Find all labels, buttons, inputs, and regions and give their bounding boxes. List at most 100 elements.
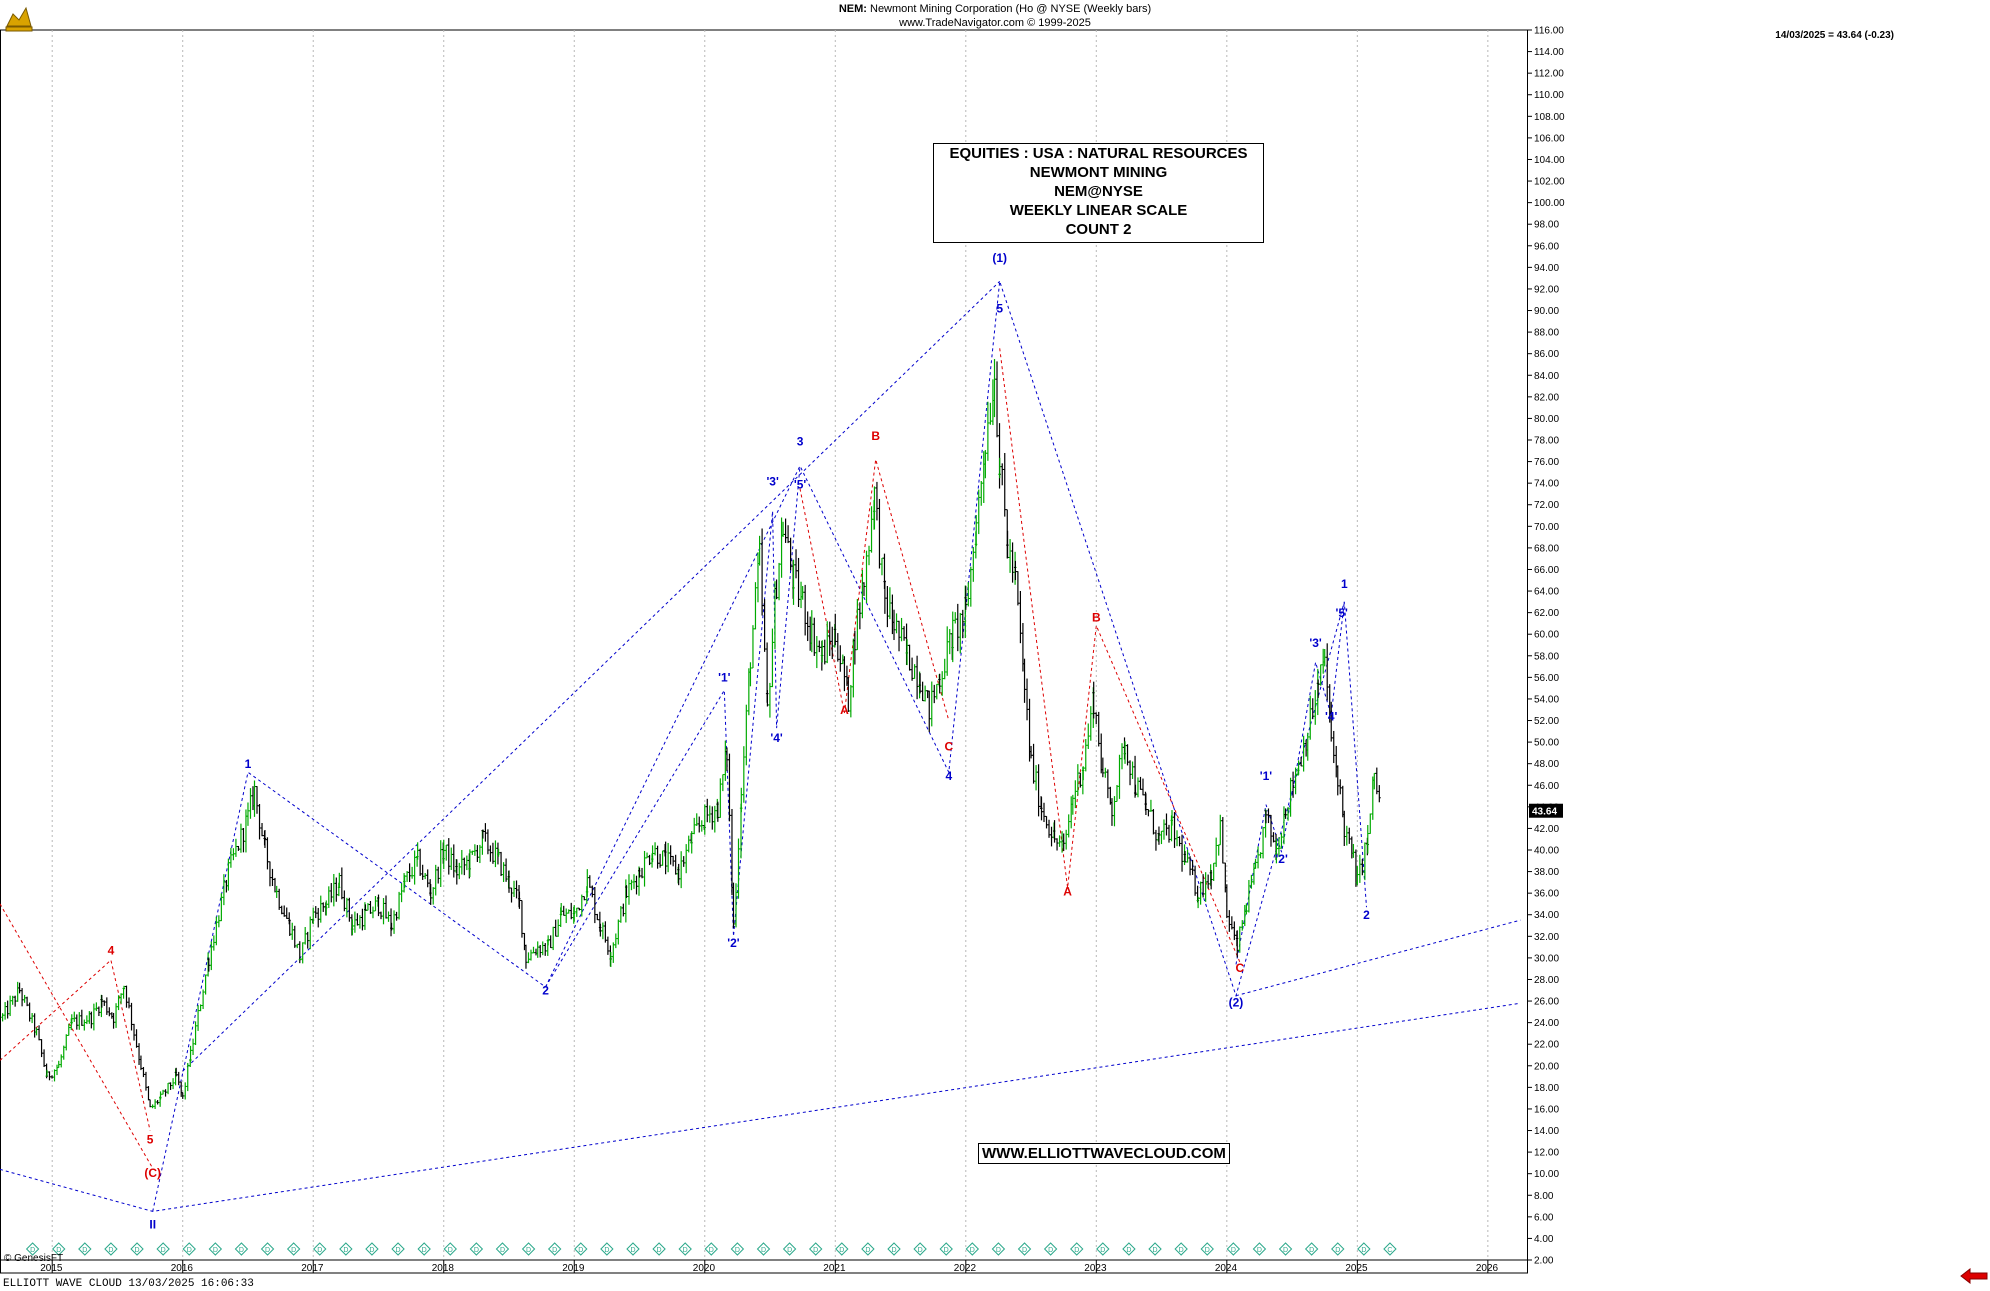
- cycle-marker-label: D: [291, 1247, 296, 1254]
- y-tick-label: 110.00: [1534, 90, 1564, 101]
- last-price-info: 14/03/2025 = 43.64 (-0.23): [1775, 30, 1894, 41]
- cycle-marker-label: D: [187, 1247, 192, 1254]
- x-tick-label: 2017: [301, 1263, 324, 1274]
- cycle-marker-label: D: [1022, 1247, 1027, 1254]
- cycle-marker: [391, 1242, 405, 1256]
- x-tick-label: 2019: [562, 1263, 585, 1274]
- scroll-arrow-icon[interactable]: [1960, 1268, 1988, 1284]
- wave-label: '5': [794, 478, 807, 492]
- y-tick-label: 86.00: [1534, 349, 1559, 360]
- y-tick-label: 48.00: [1534, 759, 1559, 770]
- y-tick-label: 100.00: [1534, 198, 1565, 209]
- x-tick-label: 2022: [954, 1263, 977, 1274]
- cycle-marker: [208, 1242, 223, 1256]
- wave-label: '4': [1325, 710, 1338, 724]
- y-tick-label: 74.00: [1534, 479, 1559, 490]
- cycle-marker: [913, 1242, 927, 1256]
- cycle-marker: [104, 1242, 118, 1256]
- cycle-marker-label: D: [108, 1247, 113, 1254]
- wave-line: [0, 903, 154, 1169]
- cycle-marker-label: D: [1231, 1247, 1236, 1254]
- cycle-marker: [939, 1242, 953, 1256]
- cycle-marker: [1174, 1242, 1188, 1256]
- cycle-marker-label: D: [918, 1247, 923, 1254]
- cycle-marker-label: D: [839, 1247, 844, 1254]
- y-tick-label: 64.00: [1534, 587, 1559, 598]
- cycle-marker: [521, 1242, 536, 1256]
- wave-line: [0, 959, 151, 1131]
- y-tick-label: 18.00: [1534, 1083, 1559, 1094]
- y-tick-label: 28.00: [1534, 975, 1559, 986]
- y-tick-label: 10.00: [1534, 1169, 1559, 1180]
- info-line: WEEKLY LINEAR SCALE: [1009, 202, 1188, 219]
- cycle-marker: [1357, 1242, 1371, 1256]
- y-tick-label: 8.00: [1534, 1191, 1554, 1202]
- info-line: NEM@NYSE: [1054, 183, 1143, 200]
- cycle-marker-label: D: [578, 1247, 583, 1254]
- y-tick-label: 116.00: [1534, 26, 1564, 37]
- info-box: EQUITIES : USA : NATURAL RESOURCES NEWMO…: [933, 143, 1264, 243]
- wave-label: C: [944, 740, 953, 754]
- wave-label: 3: [797, 434, 804, 448]
- last-price-box: [1529, 803, 1563, 818]
- x-tick-label: 2015: [40, 1263, 63, 1274]
- cycle-marker-label: D: [1126, 1247, 1131, 1254]
- cycle-marker: [52, 1242, 66, 1256]
- cycle-marker-label: D: [604, 1247, 609, 1254]
- y-tick-label: 36.00: [1534, 889, 1559, 900]
- wave-line: [1235, 601, 1345, 965]
- y-tick-label: 60.00: [1534, 630, 1559, 641]
- cycle-marker: [991, 1242, 1006, 1256]
- wave-label: B: [1092, 610, 1101, 624]
- cycle-marker: [730, 1242, 745, 1256]
- y-tick-label: 68.00: [1534, 543, 1559, 554]
- y-tick-label: 76.00: [1534, 457, 1559, 468]
- cycle-marker: [365, 1242, 379, 1256]
- cycle-marker: [1017, 1242, 1032, 1256]
- wave-label: (1): [992, 251, 1007, 265]
- cycle-marker: [547, 1242, 562, 1256]
- cycle-marker-label: D: [1074, 1247, 1079, 1254]
- cycle-marker-label: D: [683, 1247, 688, 1254]
- cycle-marker-label: D: [500, 1247, 505, 1254]
- y-tick-label: 46.00: [1534, 781, 1559, 792]
- y-tick-label: 80.00: [1534, 414, 1559, 425]
- cycle-marker: [652, 1242, 666, 1256]
- cycle-marker: [887, 1242, 901, 1256]
- y-tick-label: 72.00: [1534, 500, 1559, 511]
- cycle-marker: [1331, 1242, 1345, 1256]
- cycle-marker-label: D: [265, 1247, 270, 1254]
- cycle-marker-label: D: [1283, 1247, 1288, 1254]
- cycle-marker: [495, 1242, 510, 1256]
- cycle-marker: [1096, 1242, 1110, 1256]
- cycle-marker: [1278, 1242, 1293, 1256]
- wave-label: '2': [1275, 852, 1288, 866]
- cycle-marker-label: D: [239, 1247, 244, 1254]
- wave-label: 4: [108, 944, 115, 958]
- y-tick-label: 58.00: [1534, 651, 1559, 662]
- wave-labels: (1) 5 3 '3' '5' B A C 4 '1' '4' '2' 1 2 4 5 (C) II B A C (2) '…: [108, 251, 1371, 1232]
- x-tick-label: 2016: [171, 1263, 194, 1274]
- cycle-marker-label: D: [1257, 1247, 1262, 1254]
- y-tick-label: 84.00: [1534, 371, 1559, 382]
- cycle-marker: [443, 1242, 457, 1256]
- cycle-marker-label: D: [474, 1247, 479, 1254]
- x-tick-label: 2023: [1084, 1263, 1107, 1274]
- wave-label: '2': [727, 936, 740, 950]
- cycle-marker: [1383, 1242, 1397, 1256]
- cycle-marker: [286, 1242, 301, 1256]
- cycle-marker-label: D: [1309, 1247, 1314, 1254]
- cycle-marker-label: D: [630, 1247, 635, 1254]
- wave-label: 5: [996, 302, 1003, 316]
- x-tick-label: 2025: [1345, 1263, 1368, 1274]
- cycle-marker-label: D: [761, 1247, 766, 1254]
- y-tick-label: 108.00: [1534, 112, 1565, 123]
- y-tick-label: 104.00: [1534, 155, 1565, 166]
- cycle-marker: [417, 1242, 431, 1256]
- cycle-marker: [1148, 1242, 1162, 1256]
- cycle-marker-label: D: [1048, 1247, 1053, 1254]
- wave-line: [799, 459, 950, 721]
- cycle-marker: [130, 1242, 144, 1256]
